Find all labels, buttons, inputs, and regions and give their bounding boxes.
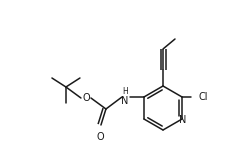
Text: O: O [96,132,104,142]
Text: N: N [121,95,129,105]
Text: O: O [82,93,90,103]
Text: Cl: Cl [198,92,207,102]
Text: N: N [179,115,187,125]
Text: H: H [122,86,128,95]
